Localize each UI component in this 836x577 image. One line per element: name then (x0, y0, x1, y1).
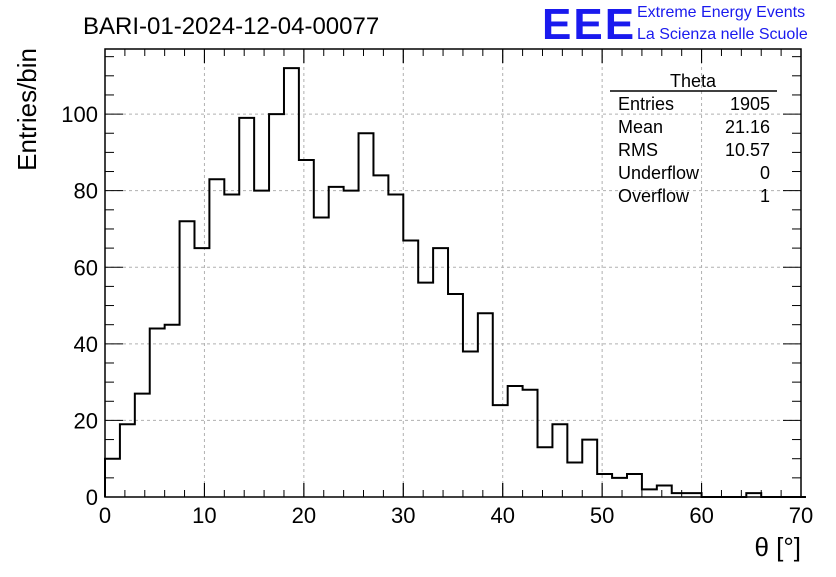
stats-row-label: Entries (618, 94, 674, 114)
y-tick-label: 20 (74, 408, 98, 433)
histogram-bin (552, 424, 567, 497)
histogram-bin (657, 486, 672, 497)
histogram-bin (403, 240, 418, 497)
histogram-bin (642, 489, 657, 497)
histogram-bin (299, 160, 314, 497)
histogram-bin (567, 463, 582, 497)
x-tick-label: 30 (391, 503, 415, 528)
y-tick-label: 60 (74, 255, 98, 280)
histogram-bin (120, 424, 135, 497)
histogram-bin (373, 175, 388, 497)
histogram-bin (269, 114, 284, 497)
histogram-bin (463, 351, 478, 497)
histogram-bin (597, 474, 612, 497)
histogram-bin (478, 313, 493, 497)
histogram-bin (433, 248, 448, 497)
histogram-outline (104, 67, 806, 498)
histogram-bin (150, 329, 165, 497)
plot-frame (104, 48, 802, 498)
histogram-bin (523, 390, 538, 497)
y-tick-label: 80 (74, 179, 98, 204)
stats-box-title: Theta (670, 71, 717, 91)
histogram-bin (224, 195, 239, 497)
histogram-bin (209, 179, 224, 497)
x-tick-label: 40 (490, 503, 514, 528)
y-axis-label: Entries/bin (12, 48, 42, 171)
stats-rows: Entries 1905 Mean 21.16 RMS 10.57 Underflow 0 Ov… (618, 94, 770, 206)
histogram-bin (418, 283, 433, 497)
x-tick-label: 20 (292, 503, 316, 528)
stats-row-value: 21.16 (725, 117, 770, 137)
x-tick-label: 60 (689, 503, 713, 528)
eee-logo-mark: EEE (542, 0, 636, 49)
stats-row-label: RMS (618, 140, 658, 160)
logo-line-2: La Scienza nelle Scuole (637, 26, 808, 43)
histogram-bin (612, 478, 627, 497)
histogram-bin (493, 405, 508, 497)
y-tick-label: 0 (86, 485, 98, 510)
x-tick-label: 70 (789, 503, 813, 528)
histogram-bin (329, 187, 344, 497)
y-tick-label: 100 (61, 102, 98, 127)
stats-row-value: 1905 (730, 94, 770, 114)
histogram-bin (538, 447, 553, 497)
ticks-layer (104, 49, 802, 498)
histogram-bin (508, 386, 523, 497)
stats-row-label: Mean (618, 117, 663, 137)
histogram-bin (180, 221, 195, 497)
histogram-bin (239, 118, 254, 497)
grid-layer (105, 49, 801, 497)
histogram-bin (194, 248, 209, 497)
stats-box: Theta Entries 1905 Mean 21.16 RMS 10.57 Underf… (610, 71, 777, 206)
stats-row-value: 10.57 (725, 140, 770, 160)
eee-logo: EEE Extreme Energy Events La Scienza nel… (542, 0, 808, 49)
chart-title: BARI-01-2024-12-04-00077 (83, 13, 379, 40)
histogram-bin (388, 195, 403, 497)
stats-row-value: 0 (760, 163, 770, 183)
histogram-bin (284, 68, 299, 497)
x-tick-label: 50 (590, 503, 614, 528)
histogram-bin (165, 325, 180, 497)
histogram-bin (135, 394, 150, 497)
stats-row-value: 1 (760, 186, 770, 206)
histogram-bin (627, 474, 642, 497)
stats-row-label: Overflow (618, 186, 690, 206)
histogram-bin (448, 294, 463, 497)
stats-row-label: Underflow (618, 163, 700, 183)
x-tick-label: 0 (99, 503, 111, 528)
histogram-bin (359, 133, 374, 497)
y-tick-label: 40 (74, 332, 98, 357)
histogram-bin (314, 217, 329, 497)
histogram-bin (582, 440, 597, 497)
logo-line-1: Extreme Energy Events (637, 4, 805, 21)
x-axis-label: θ [°] (754, 532, 801, 562)
x-tick-label: 10 (192, 503, 216, 528)
